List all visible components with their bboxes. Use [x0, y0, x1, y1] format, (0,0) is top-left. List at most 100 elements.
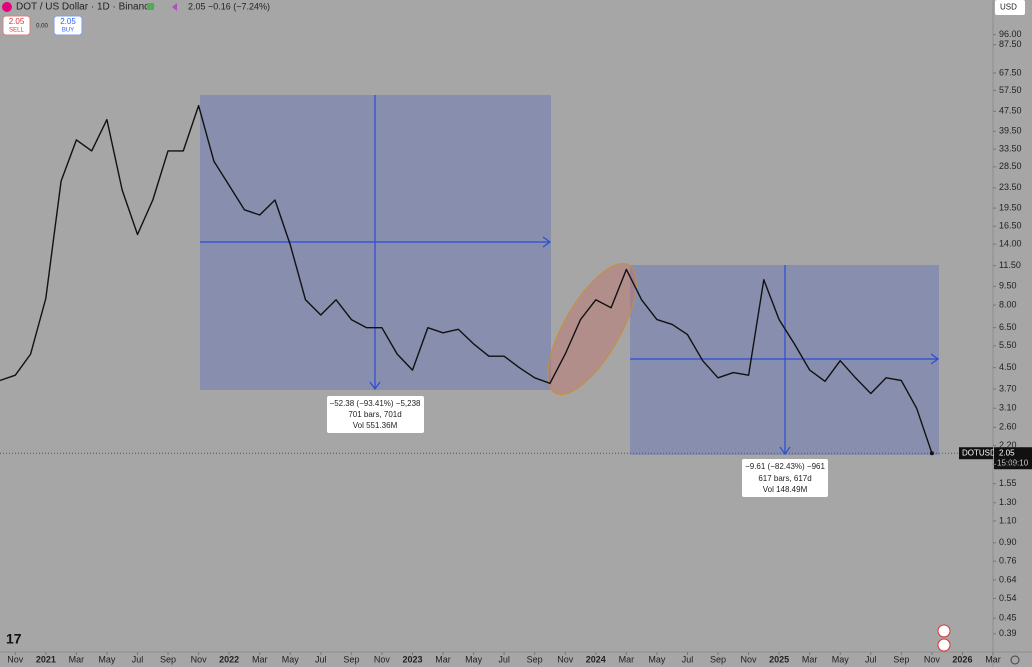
price-box [994, 447, 1032, 470]
price-tag: DOTUSD 2.05 15:09:10 [959, 447, 1032, 470]
x-tick-label: 2021 [36, 654, 56, 664]
x-tick-label: Nov [7, 654, 24, 664]
y-tick-label: 1.30 [999, 497, 1017, 507]
ellipse-drawing[interactable] [531, 251, 653, 407]
price-change: −0.16 (−7.24%) [208, 1, 270, 11]
y-tick-label: 0.90 [999, 537, 1017, 547]
status-dot [147, 3, 154, 10]
y-tick-label: 39.50 [999, 126, 1022, 136]
buy-button[interactable]: 2.05 BUY [53, 15, 83, 36]
price-label: 2.05 [999, 448, 1015, 457]
sell-button[interactable]: 2.05 SELL [2, 15, 31, 36]
measure-label: −52.38 (−93.41%) −5,238 701 bars, 701d V… [327, 396, 424, 433]
y-tick-label: 0.54 [999, 593, 1017, 603]
measure-tool[interactable] [200, 95, 552, 391]
arrow-head [779, 446, 791, 456]
x-tick-label: Sep [710, 654, 726, 664]
ticker-box [959, 447, 993, 460]
x-tick-label: May [648, 654, 666, 664]
x-tick-label: Nov [924, 654, 941, 664]
y-tick-label: 2.60 [999, 422, 1017, 432]
indicator-icon [172, 3, 177, 11]
x-tick-label: Sep [343, 654, 359, 664]
y-tick-label: 2.20 [999, 440, 1017, 450]
buy-price: 2.05 [60, 17, 76, 26]
arrow-head [930, 353, 940, 365]
event-icon[interactable] [937, 638, 951, 652]
label-text: −52.38 (−93.41%) −5,238 [330, 399, 422, 408]
y-tick-label: 3.70 [999, 383, 1017, 393]
button-box [2, 15, 31, 36]
x-tick-label: Jul [498, 654, 510, 664]
x-tick-label: May [832, 654, 850, 664]
symbol-icon [2, 2, 12, 12]
y-tick-label: 0.45 [999, 613, 1017, 623]
x-tick-label: Sep [527, 654, 543, 664]
x-tick-label: Mar [435, 654, 451, 664]
x-tick-label: Jul [682, 654, 694, 664]
x-tick-label: Mar [985, 654, 1001, 664]
logo: 17 [6, 631, 22, 647]
countdown: 15:09:10 [997, 458, 1029, 467]
button-box [53, 15, 83, 36]
sell-label: SELL [9, 28, 24, 34]
x-tick-label: May [282, 654, 300, 664]
x-tick-label: Mar [802, 654, 818, 664]
x-tick-label: Mar [619, 654, 635, 664]
x-tick-label: Sep [893, 654, 909, 664]
y-tick-label: 0.76 [999, 556, 1017, 566]
last-price: 2.05 [188, 1, 206, 11]
x-tick-label: 2022 [219, 654, 239, 664]
y-tick-label: 16.50 [999, 221, 1022, 231]
y-tick-label: 28.50 [999, 161, 1022, 171]
y-tick-label: 6.50 [999, 322, 1017, 332]
label-text: −9.61 (−82.43%) −961 [745, 462, 825, 471]
x-tick-label: Sep [160, 654, 176, 664]
arrow-head [369, 381, 381, 391]
y-tick-label: 87.50 [999, 39, 1022, 49]
y-tick-label: 0.64 [999, 574, 1017, 584]
event-icon[interactable] [937, 624, 951, 638]
y-tick-label: 9.50 [999, 281, 1017, 291]
plot [0, 104, 993, 456]
x-tick-label: Nov [191, 654, 208, 664]
y-tick-label: 19.50 [999, 202, 1022, 212]
x-tick-label: Nov [374, 654, 391, 664]
x-tick-label: Jul [315, 654, 327, 664]
x-tick-label: 2023 [402, 654, 422, 664]
y-tick-label: 3.10 [999, 403, 1017, 413]
last-point [929, 451, 934, 456]
symbol-title[interactable]: DOT / US Dollar · 1D · Binance [16, 2, 155, 13]
x-tick-label: Mar [252, 654, 268, 664]
y-tick-label: 23.50 [999, 182, 1022, 192]
y-tick-label: 0.39 [999, 628, 1017, 638]
measure-tool[interactable] [630, 265, 940, 456]
y-tick-label: 4.50 [999, 362, 1017, 372]
measure-label: −9.61 (−82.43%) −961 617 bars, 617d Vol … [742, 459, 828, 497]
x-tick-label: Jul [865, 654, 877, 664]
button-box [995, 0, 1025, 15]
settings-icon[interactable] [1010, 655, 1020, 665]
x-tick-label: Mar [69, 654, 85, 664]
label-box [327, 396, 424, 433]
y-tick-label: 96.00 [999, 29, 1022, 39]
y-tick-label: 8.00 [999, 299, 1017, 309]
x-tick-label: May [98, 654, 116, 664]
label-text: 617 bars, 617d [758, 474, 811, 483]
sell-price: 2.05 [9, 17, 25, 26]
y-tick-label: 14.00 [999, 239, 1022, 249]
y-tick-label: 1.85 [999, 459, 1017, 469]
currency-button[interactable]: USD [995, 0, 1025, 15]
y-tick-label: 57.50 [999, 85, 1022, 95]
arrow-head [542, 236, 552, 248]
price-line [0, 104, 933, 454]
x-tick-label: 2024 [586, 654, 606, 664]
label-text: 701 bars, 701d [348, 410, 401, 419]
x-tick-label: Nov [557, 654, 574, 664]
label-text: Vol 551.36M [353, 421, 398, 430]
y-tick-label: 1.55 [999, 478, 1017, 488]
x-tick-label: Nov [741, 654, 758, 664]
x-tick-label: 2025 [769, 654, 789, 664]
